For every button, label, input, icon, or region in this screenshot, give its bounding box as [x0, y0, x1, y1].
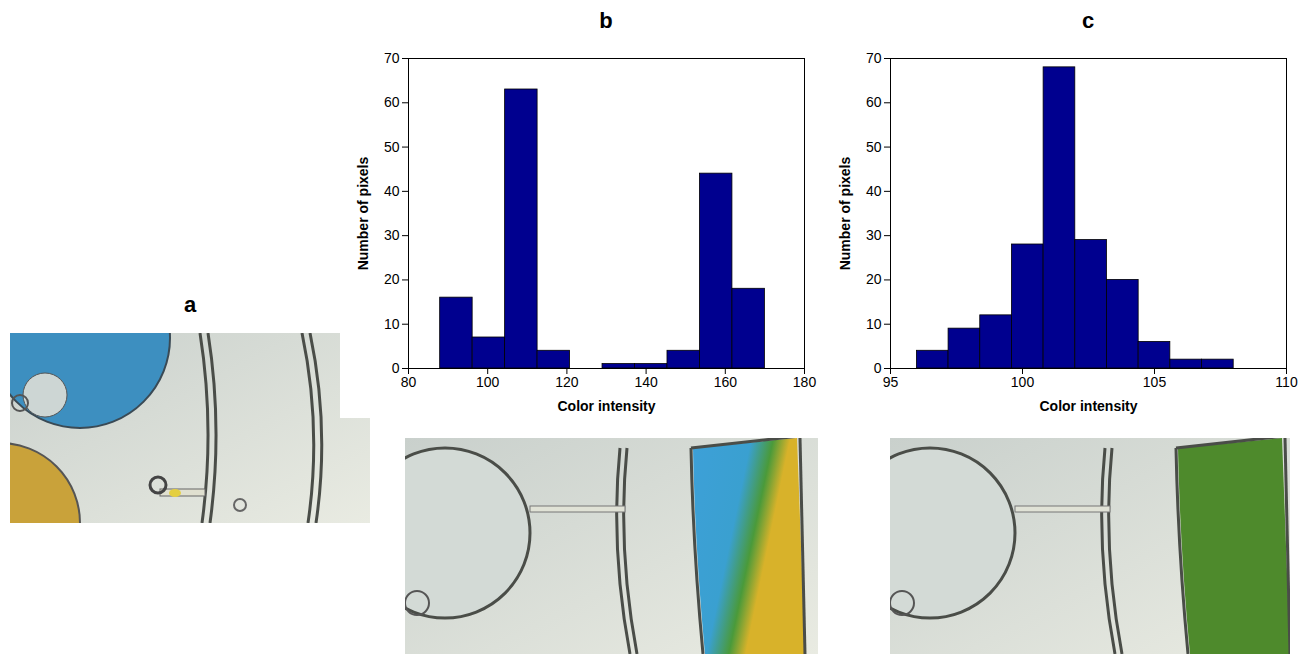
svg-text:60: 60: [384, 94, 400, 110]
svg-text:0: 0: [874, 360, 882, 376]
html-text:c: c: [1081, 8, 1095, 33]
svg-text:Number of pixels: Number of pixels: [355, 157, 371, 271]
svg-text:140: 140: [634, 374, 658, 390]
svg-text:Color intensity: Color intensity: [1039, 398, 1137, 414]
svg-text:40: 40: [866, 183, 882, 199]
svg-text:Color intensity: Color intensity: [557, 398, 655, 414]
svg-text:Number of pixels: Number of pixels: [837, 157, 853, 271]
svg-text:180: 180: [793, 374, 817, 390]
svg-text:10: 10: [866, 316, 882, 332]
svg-text:30: 30: [866, 227, 882, 243]
svg-text:60: 60: [866, 94, 882, 110]
svg-text:100: 100: [1011, 374, 1035, 390]
svg-text:0: 0: [392, 360, 400, 376]
svg-text:70: 70: [866, 50, 882, 66]
svg-text:70: 70: [384, 50, 400, 66]
svg-text:40: 40: [384, 183, 400, 199]
svg-text:30: 30: [384, 227, 400, 243]
svg-text:95: 95: [883, 374, 899, 390]
svg-text:160: 160: [714, 374, 738, 390]
svg-text:110: 110: [1275, 374, 1298, 390]
svg-text:50: 50: [384, 139, 400, 155]
svg-text:10: 10: [384, 316, 400, 332]
svg-text:20: 20: [384, 271, 400, 287]
svg-text:105: 105: [1143, 374, 1167, 390]
svg-text:120: 120: [555, 374, 579, 390]
svg-text:100: 100: [476, 374, 500, 390]
svg-text:20: 20: [866, 271, 882, 287]
html-text:a: a: [183, 292, 197, 317]
svg-text:80: 80: [401, 374, 417, 390]
html-text:b: b: [599, 8, 613, 33]
svg-text:50: 50: [866, 139, 882, 155]
